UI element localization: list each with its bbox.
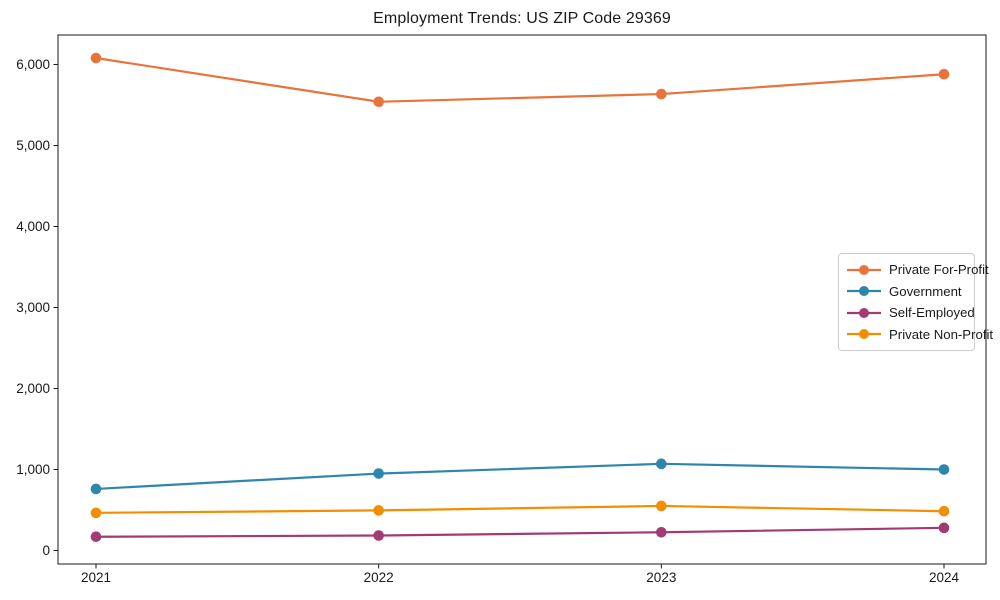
data-point-marker [938, 68, 950, 80]
data-point-marker [656, 458, 667, 470]
axes-spines [57, 34, 987, 565]
data-point-marker [90, 483, 102, 495]
x-tick-label: 2024 [929, 570, 960, 585]
chart-legend: Private For-Profit Government Self-Employe… [838, 253, 993, 351]
y-tick-label: 1,000 [16, 462, 50, 477]
data-point-marker [938, 522, 950, 534]
data-point-marker [90, 52, 102, 64]
y-tick-label: 6,000 [16, 57, 50, 72]
legend-line-marker-icon [847, 264, 881, 275]
legend-label: Private Non-Profit [889, 326, 994, 342]
legend-item: Private Non-Profit [846, 324, 993, 346]
data-point-marker [656, 88, 667, 100]
legend-item: Self-Employed [846, 302, 975, 324]
y-tick-label: 3,000 [16, 300, 50, 315]
legend-item: Government [846, 281, 967, 303]
y-tick-label: 5,000 [16, 138, 50, 153]
chart-title: Employment Trends: US ZIP Code 29369 [373, 10, 671, 27]
series-line-private-non-profit [94, 504, 946, 514]
legend-label: Government [889, 283, 962, 299]
x-tick-label: 2023 [646, 570, 676, 585]
series-line-private-for-profit [94, 56, 946, 103]
data-point-marker [656, 500, 667, 512]
series-line-self-employed [94, 526, 946, 538]
x-tick-label: 2021 [81, 570, 111, 585]
legend-label: Private For-Profit [889, 262, 989, 278]
data-point-marker [938, 505, 950, 517]
data-point-marker [90, 507, 102, 519]
legend-item: Private For-Profit [846, 259, 989, 281]
data-point-marker [373, 505, 384, 516]
y-tick-label: 4,000 [16, 219, 50, 234]
data-point-marker [373, 468, 384, 479]
data-point-marker [90, 531, 102, 543]
legend-line-marker-icon [847, 307, 881, 318]
data-point-marker [656, 526, 667, 538]
data-point-marker [373, 530, 384, 541]
series-line-government [94, 462, 946, 491]
data-point-marker [938, 464, 950, 475]
legend-line-marker-icon [847, 286, 881, 297]
legend-line-marker-icon [847, 329, 881, 340]
data-point-marker [373, 96, 384, 108]
y-tick-label: 2,000 [16, 381, 50, 396]
x-tick-label: 2022 [364, 570, 394, 585]
y-tick-label: 0 [42, 543, 50, 558]
legend-label: Self-Employed [889, 305, 975, 321]
